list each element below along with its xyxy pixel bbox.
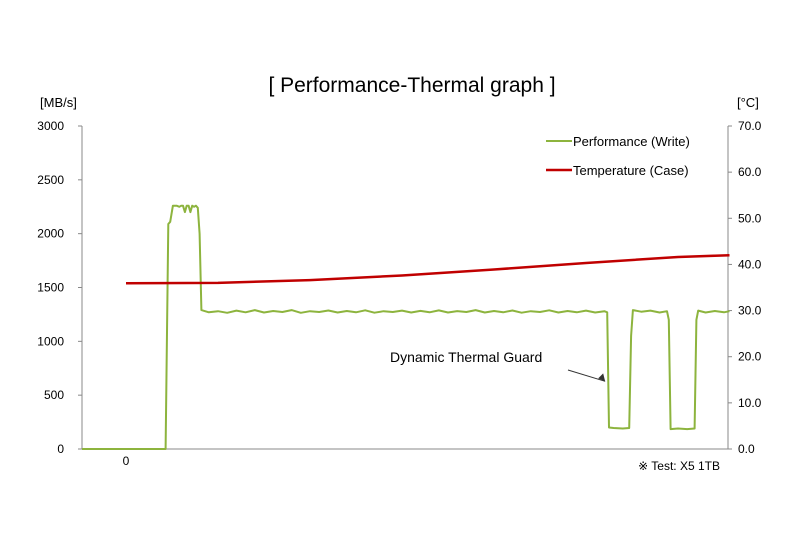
- y-right-unit: [°C]: [737, 95, 759, 110]
- series-line: [126, 204, 730, 450]
- y-left-tick-label: 500: [44, 388, 64, 402]
- y-right-tick-label: 50.0: [738, 211, 762, 225]
- y-right-tick-label: 70.0: [738, 119, 762, 133]
- y-right-tick-label: 30.0: [738, 304, 762, 318]
- series-lines: [82, 204, 730, 450]
- annotation-label: Dynamic Thermal Guard: [390, 349, 542, 365]
- y-left-tick-label: 1000: [37, 334, 64, 348]
- annotation-arrow-line: [567, 369, 606, 382]
- y-left-tick-label: 3000: [37, 119, 64, 133]
- y-left-unit: [MB/s]: [40, 95, 77, 110]
- y-left-tick-label: 2000: [37, 227, 64, 241]
- test-note: ※ Test: X5 1TB: [638, 459, 720, 473]
- y-right-tick-label: 60.0: [738, 165, 762, 179]
- y-left-tick-label: 1500: [37, 281, 64, 295]
- y-left-tick-label: 2500: [37, 173, 64, 187]
- legend-label: Temperature (Case): [573, 163, 689, 178]
- annotation: Dynamic Thermal Guard: [390, 349, 606, 382]
- y-right-tick-label: 40.0: [738, 257, 762, 271]
- axes: 0 500 1000 1500 2000 2500 3000 0.0 10.0 20.0 30.0 4…: [37, 119, 761, 468]
- y-left-tick-label: 0: [57, 442, 64, 456]
- x-tick-label: 0: [123, 454, 130, 468]
- annotation-arrow-head: [598, 373, 606, 382]
- legend: Performance (Write) Temperature (Case): [546, 134, 690, 178]
- y-right-tick-label: 20.0: [738, 350, 762, 364]
- chart-title: [ Performance-Thermal graph ]: [268, 74, 555, 97]
- series-line: [125, 253, 730, 285]
- y-right-tick-label: 10.0: [738, 396, 762, 410]
- legend-label: Performance (Write): [573, 134, 690, 149]
- y-right-tick-label: 0.0: [738, 442, 755, 456]
